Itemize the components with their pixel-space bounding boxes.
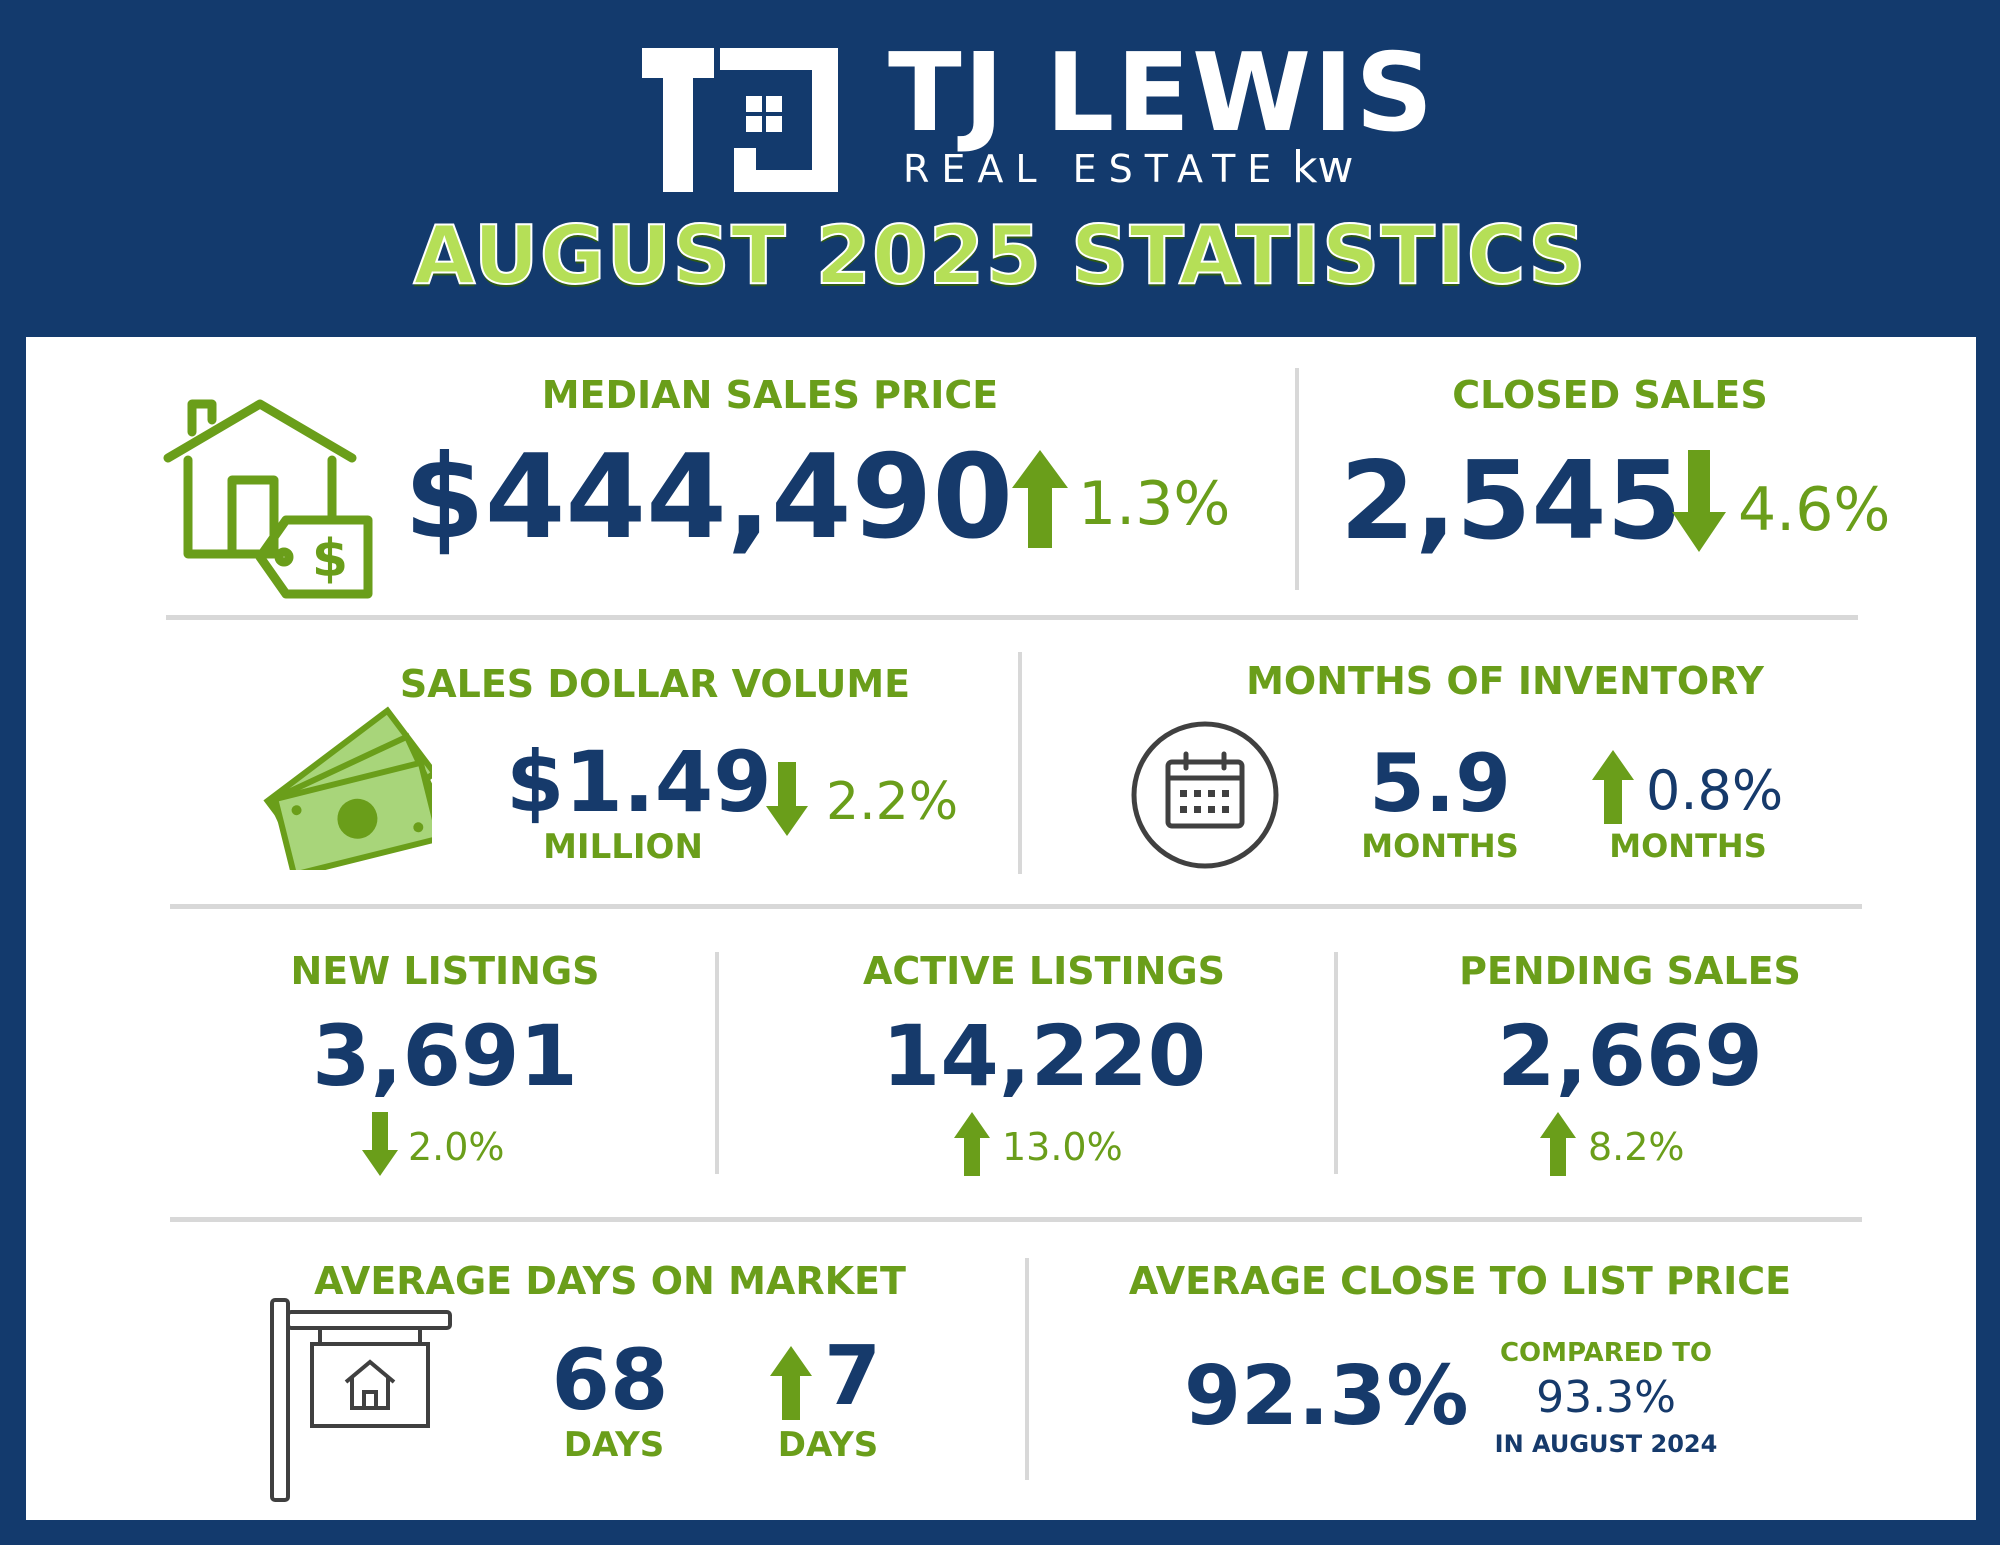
avg-days-on-market-label: AVERAGE DAYS ON MARKET <box>314 1259 906 1303</box>
avg-close-to-list-value: 92.3% <box>1184 1349 1469 1444</box>
avg-days-on-market-unit: DAYS <box>563 1425 665 1465</box>
months-of-inventory-unit: MONTHS <box>1361 827 1519 865</box>
active-listings-label: ACTIVE LISTINGS <box>862 949 1226 993</box>
arrow-up-icon <box>1540 1112 1576 1176</box>
sales-dollar-volume-unit: MILLION <box>543 827 703 867</box>
new-listings-value: 3,691 <box>312 1007 578 1105</box>
new-listings-change: 2.0% <box>408 1125 505 1169</box>
divider <box>1334 952 1338 1174</box>
pending-sales-value: 2,669 <box>1497 1007 1763 1105</box>
arrow-up-icon <box>954 1112 990 1176</box>
arrow-down-icon <box>766 762 808 836</box>
pending-sales-change: 8.2% <box>1588 1125 1685 1169</box>
divider <box>1018 652 1022 874</box>
avg-close-to-list-label: AVERAGE CLOSE TO LIST PRICE <box>1128 1259 1792 1303</box>
active-listings-change: 13.0% <box>1002 1125 1123 1169</box>
closed-sales-label: CLOSED SALES <box>1452 373 1768 417</box>
months-of-inventory-value: 5.9 <box>1369 737 1511 830</box>
avg-days-on-market-change-unit: DAYS <box>777 1425 879 1465</box>
divider <box>170 904 1862 909</box>
house-price-tag-icon: $ <box>163 399 373 599</box>
months-of-inventory-change-unit: MONTHS <box>1609 827 1767 865</box>
divider <box>170 1217 1862 1222</box>
svg-text:$: $ <box>312 529 348 589</box>
compared-value: 93.3% <box>1536 1372 1676 1423</box>
arrow-down-icon <box>362 1112 398 1176</box>
avg-days-on-market-change: 7 <box>824 1329 882 1424</box>
median-sales-price-change: 1.3% <box>1078 469 1231 539</box>
avg-days-on-market-value: 68 <box>551 1331 669 1429</box>
sales-dollar-volume-change: 2.2% <box>826 772 959 832</box>
compared-period: IN AUGUST 2024 <box>1494 1430 1718 1458</box>
median-sales-price-value: $444,490 <box>404 430 1014 565</box>
months-of-inventory-label: MONTHS OF INVENTORY <box>1246 659 1764 703</box>
active-listings-value: 14,220 <box>881 1007 1207 1105</box>
kw-logo: kw <box>1292 142 1354 193</box>
divider <box>1025 1258 1029 1480</box>
closed-sales-change: 4.6% <box>1738 475 1891 545</box>
divider <box>715 952 719 1174</box>
for-sale-sign-icon <box>270 1298 452 1502</box>
median-sales-price-label: MEDIAN SALES PRICE <box>541 373 999 417</box>
stats-panel <box>26 337 1976 1520</box>
arrow-up-icon <box>1012 450 1068 548</box>
sales-dollar-volume-label: SALES DOLLAR VOLUME <box>399 662 911 706</box>
divider <box>1295 368 1299 590</box>
money-bills-icon <box>263 706 432 870</box>
new-listings-label: NEW LISTINGS <box>290 949 600 993</box>
sales-dollar-volume-value: $1.49 <box>506 733 772 831</box>
page-title: AUGUST 2025 STATISTICS <box>412 209 1587 302</box>
arrow-down-icon <box>1672 450 1726 552</box>
calendar-icon <box>1131 721 1279 869</box>
divider <box>166 615 1858 620</box>
brand-logo-icon <box>642 48 838 192</box>
arrow-up-icon <box>770 1346 812 1420</box>
pending-sales-label: PENDING SALES <box>1459 949 1801 993</box>
arrow-up-icon <box>1592 750 1634 824</box>
closed-sales-value: 2,545 <box>1340 439 1682 564</box>
compared-to-label: COMPARED TO <box>1499 1338 1713 1368</box>
brand-subtitle: REAL ESTATE <box>903 147 1284 191</box>
brand-name: TJ LEWIS <box>888 31 1436 156</box>
months-of-inventory-change: 0.8% <box>1646 759 1784 822</box>
header: TJ LEWIS REAL ESTATE kw AUGUST 2025 STAT… <box>0 0 2000 330</box>
